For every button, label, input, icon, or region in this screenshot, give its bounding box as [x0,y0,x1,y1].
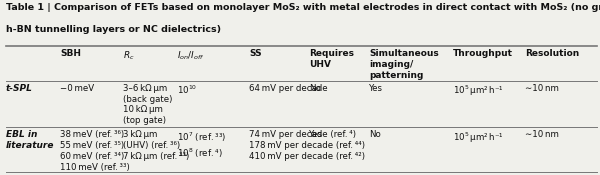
Text: $R_c$: $R_c$ [123,49,134,61]
Text: Requires
UHV: Requires UHV [309,49,354,69]
Text: ∼10 nm: ∼10 nm [525,84,559,93]
Text: No: No [309,84,321,93]
Text: Table 1 | Comparison of FETs based on monolayer MoS₂ with metal electrodes in di: Table 1 | Comparison of FETs based on mo… [6,4,600,12]
Text: $10^{10}$: $10^{10}$ [177,84,197,96]
Text: 3 kΩ μm
(UHV) (ref. ³⁶)
7 kΩ μm (ref. ³³): 3 kΩ μm (UHV) (ref. ³⁶) 7 kΩ μm (ref. ³³… [123,130,189,161]
Text: 3–6 kΩ μm
(back gate)
10 kΩ μm
(top gate): 3–6 kΩ μm (back gate) 10 kΩ μm (top gate… [123,84,172,125]
Text: Yes: Yes [309,130,323,139]
Text: Simultaneous
imaging/
patterning: Simultaneous imaging/ patterning [369,49,439,79]
Text: 74 mV per decade (ref. ⁴)
178 mV per decade (ref. ⁴⁴)
410 mV per decade (ref. ⁴²: 74 mV per decade (ref. ⁴) 178 mV per dec… [249,130,365,161]
Text: $10^7$ (ref. ³³)
$10^8$ (ref. ⁴): $10^7$ (ref. ³³) $10^8$ (ref. ⁴) [177,130,226,160]
Text: h-BN tunnelling layers or NC dielectrics): h-BN tunnelling layers or NC dielectrics… [6,25,221,34]
Text: ∼10 nm: ∼10 nm [525,130,559,139]
Text: $I_{on}/I_{off}$: $I_{on}/I_{off}$ [177,49,205,61]
Text: −0 meV: −0 meV [60,84,94,93]
Text: SBH: SBH [60,49,81,58]
Text: No: No [369,130,381,139]
Text: Resolution: Resolution [525,49,579,58]
Text: 64 mV per decade: 64 mV per decade [249,84,328,93]
Text: $10^5$ μm² h⁻¹: $10^5$ μm² h⁻¹ [453,130,504,145]
Text: 38 meV (ref. ³⁶)
55 meV (ref. ³⁵)
60 meV (ref. ³⁴)
110 meV (ref. ³³): 38 meV (ref. ³⁶) 55 meV (ref. ³⁵) 60 meV… [60,130,130,172]
Text: t-SPL: t-SPL [6,84,33,93]
Text: $10^5$ μm² h⁻¹: $10^5$ μm² h⁻¹ [453,84,504,98]
Text: Throughput: Throughput [453,49,513,58]
Text: SS: SS [249,49,262,58]
Text: Yes: Yes [369,84,383,93]
Text: EBL in
literature: EBL in literature [6,130,55,150]
